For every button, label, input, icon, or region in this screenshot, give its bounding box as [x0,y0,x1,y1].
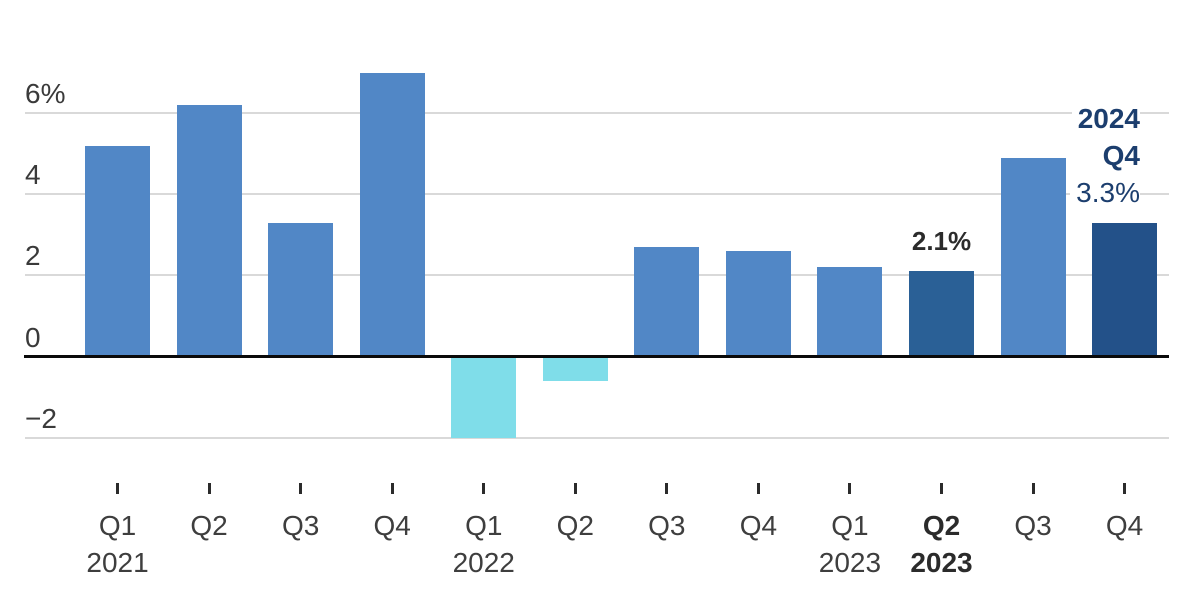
x-label-2022-q1: Q1 [465,510,503,541]
bar-2023-q4 [1092,222,1158,357]
bar-2022-q4 [725,251,791,357]
bar-2022-q3 [634,247,700,357]
x-label-2023-q3: Q3 [1014,510,1052,541]
x-tick-2023-q4 [1123,483,1127,494]
final-annotation-line-1: Q4 [1070,137,1140,174]
final-annotation-text-0: 2024 [1071,100,1140,137]
x-tick-2021-q1 [116,483,120,494]
x-tick-2023-q3 [1031,483,1035,494]
x-label-2022-q3: Q3 [648,510,686,541]
bar-2021-q2 [176,105,242,357]
final-annotation-text-2: 3.3% [1070,174,1140,211]
final-annotation-line-2: 3.3% [1070,174,1140,211]
x-label-2021-q1: Q1 [98,510,137,541]
final-annotation-text-1: Q4 [1096,137,1140,174]
bar-2021-q3 [268,222,334,357]
x-tick-2021-q3 [299,483,303,494]
x-label-2023-q4: Q4 [1105,510,1144,541]
x-year-label-2023-q1: 2023 [818,547,882,578]
bar-2023-q3 [1000,157,1066,357]
bar-2023-q1 [817,267,883,357]
x-year-label-2021-q1: 2021 [86,547,149,578]
final-annotation: 2024 Q4 3.3% [1070,100,1140,211]
y-axis-label-4: −2 [25,402,57,434]
x-label-2023-q2: Q2 [922,510,961,541]
y-axis-label-0: 6% [25,78,66,110]
gridline-0 [25,112,1169,115]
x-year-label-2022-q1: 2022 [452,547,515,578]
bar-2023-q2 [909,271,974,357]
final-annotation-line-0: 2024 [1070,100,1140,137]
x-label-2022-q4: Q4 [739,510,778,541]
x-label-2021-q3: Q3 [281,510,320,541]
y-axis-label-2: 2 [25,240,41,272]
bar-2021-q1 [85,145,151,357]
x-tick-2022-q1 [482,483,486,494]
x-tick-2022-q2 [573,483,577,494]
bar-2022-q1 [451,356,517,438]
x-label-2021-q2: Q2 [190,510,228,541]
y-axis-label-1: 4 [25,159,41,191]
x-label-2023-q1: Q1 [831,510,869,541]
x-tick-2021-q2 [207,483,211,494]
highlight-value-label: 2.1% [911,226,972,257]
bar-2021-q4 [359,72,425,357]
x-tick-2022-q4 [756,483,760,494]
x-label-2021-q4: Q4 [373,510,411,541]
x-axis-zero-line [24,355,1169,358]
y-axis-label-3: 0 [25,321,41,353]
gridline-1 [25,193,1169,196]
x-tick-2022-q3 [665,483,669,494]
x-year-label-2023-q2: 2023 [910,547,973,578]
bar-2022-q2 [542,356,608,381]
gridline-4 [25,436,1169,439]
x-tick-2021-q4 [390,483,394,494]
gridline-2 [25,274,1169,277]
x-tick-2023-q1 [848,483,852,494]
x-tick-2023-q2 [940,483,943,494]
x-label-2022-q2: Q2 [556,510,594,541]
